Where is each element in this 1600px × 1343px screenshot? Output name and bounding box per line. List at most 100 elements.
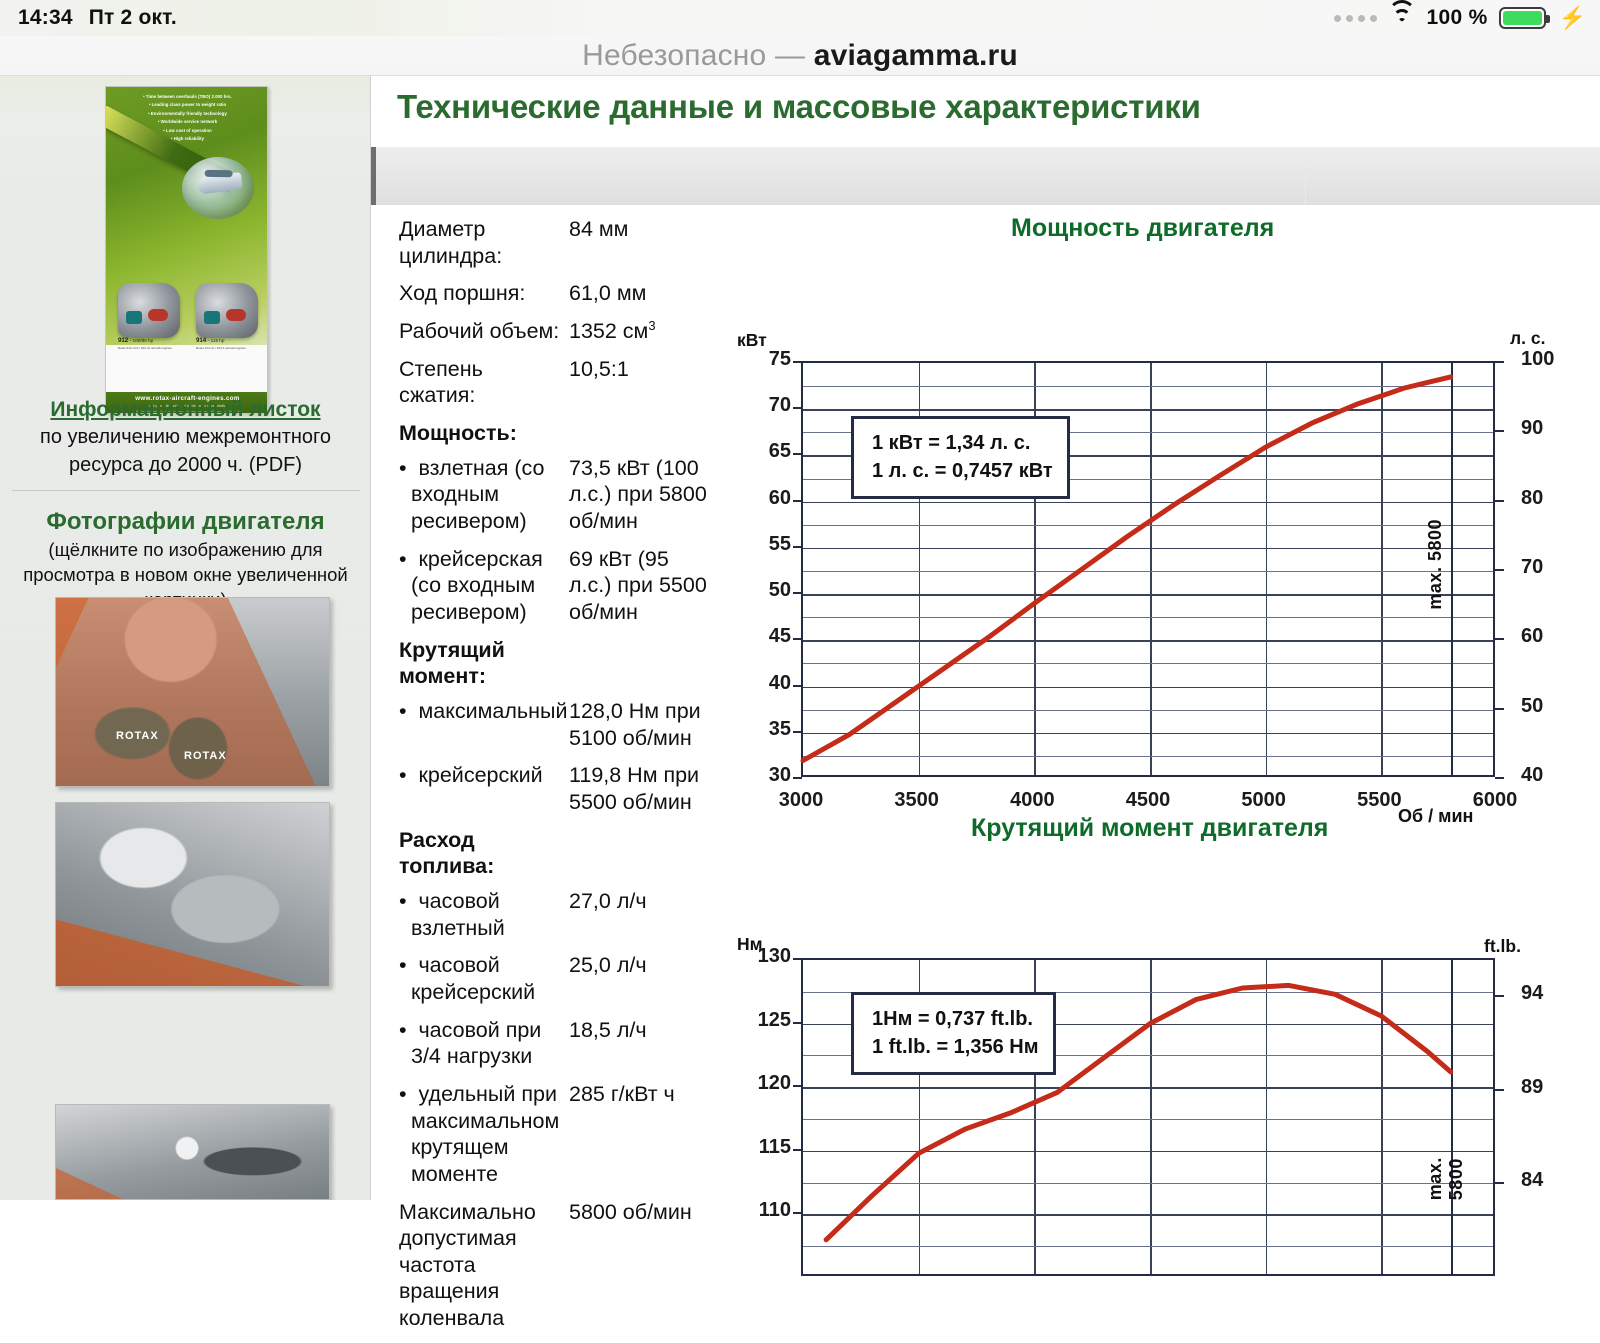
spec-value: 61,0 мм — [569, 281, 647, 306]
y2-axis-tick-label: 100 — [1521, 348, 1555, 370]
engine-model: 912 — [118, 337, 129, 344]
banner-bullet-list: • Time between overhauls (TBO) 2.000 hrs… — [106, 93, 267, 143]
page-title: Технические данные и массовые характерис… — [397, 88, 1201, 125]
status-bar-right: 100 % ⚡ — [1333, 0, 1600, 30]
engine-power: - 100/80 hp — [129, 338, 154, 343]
y2-axis-tick — [1495, 777, 1504, 779]
battery-percent-label: 100 % — [1426, 6, 1488, 29]
banner-bullet: • Time between overhauls (TBO) 2.000 hrs… — [143, 94, 232, 99]
browser-title-bar[interactable]: Небезопасно — aviagamma.ru — [0, 36, 1600, 76]
y2-axis-tick-label: 90 — [1521, 417, 1544, 440]
spec-row: Ход поршня: 61,0 мм — [399, 280, 709, 307]
gridline-horizontal — [803, 686, 1493, 689]
gridline-horizontal — [803, 1150, 1493, 1153]
gridline-horizontal — [803, 1119, 1493, 1120]
spec-key: Крутящий момент: — [399, 637, 505, 689]
x-axis-tick-label: 4000 — [1010, 789, 1055, 811]
gridline-vertical — [1034, 960, 1036, 1274]
spec-key: Максимально допустимая частота вращения … — [399, 1199, 536, 1331]
gridline-horizontal — [803, 1182, 1493, 1184]
sidebar-divider — [12, 490, 360, 491]
gridline-horizontal — [803, 1055, 1493, 1057]
spec-key: Рабочий объем: — [399, 318, 560, 343]
y-axis-tick-label: 130 — [757, 945, 791, 967]
spec-key: Диаметр цилиндра: — [399, 217, 503, 268]
photos-heading: Фотографии двигателя — [46, 508, 325, 535]
wifi-icon — [1387, 0, 1416, 29]
gridline-vertical — [1150, 960, 1152, 1274]
gridline-horizontal — [803, 501, 1493, 504]
page-url-title[interactable]: Небезопасно — aviagamma.ru — [582, 39, 1018, 73]
torque-chart-title: Крутящий момент двигателя — [971, 814, 1329, 842]
y2-axis-tick — [1495, 430, 1504, 433]
torque-y2-axis-unit: ft.lb. — [1484, 936, 1521, 956]
spec-value: 10,5:1 — [569, 356, 629, 381]
banner-bullet: • Worldwide service network — [157, 119, 218, 125]
y-axis-tick — [793, 592, 802, 595]
x-axis-tick-label: 4500 — [1125, 789, 1171, 811]
max-rpm-marker-line — [1450, 363, 1453, 775]
y-axis-tick-label: 125 — [757, 1008, 791, 1031]
y2-axis-tick-label: 70 — [1521, 556, 1544, 578]
pdf-link[interactable]: Информационный листок — [50, 398, 321, 421]
spec-row: взлетная (со входным ресивером) 73,5 кВт… — [399, 455, 709, 535]
y2-axis-tick-label: 50 — [1521, 694, 1544, 717]
y-axis-tick — [793, 638, 802, 641]
spec-row: часовой крейсерский 25,0 л/ч — [399, 952, 709, 1005]
section-heading-band — [371, 147, 1600, 205]
engine-photo-carburetors[interactable] — [55, 597, 330, 787]
spec-row: Максимально допустимая частота вращения … — [399, 1199, 709, 1332]
spec-key: удельный при максимальном крутящем момен… — [399, 1081, 569, 1188]
banner-engine-912-image — [118, 283, 180, 338]
y2-axis-tick-label: 89 — [1521, 1075, 1544, 1098]
y2-axis-tick — [1495, 995, 1504, 998]
y-axis-tick — [793, 1021, 802, 1024]
y-axis-tick-label: 45 — [768, 625, 791, 648]
y-axis-tick — [793, 1212, 802, 1215]
web-page: • Time between overhauls (TBO) 2.000 hrs… — [0, 76, 1600, 1330]
ios-status-bar: 14:34 Пт 2 окт. 100 % ⚡ — [0, 0, 1600, 36]
gridline-vertical — [1265, 363, 1268, 775]
spec-value: 119,8 Нм при 5500 об/мин — [569, 763, 700, 814]
spec-key: Расход топлива: — [399, 827, 495, 879]
banner-engine-914-label: 914 - 115 hp Rotax 914 UL / 914 F aircra… — [196, 337, 246, 350]
max-rpm-marker-line — [1450, 960, 1453, 1274]
data-series-line — [823, 982, 1454, 1243]
y2-axis-tick — [1495, 638, 1504, 641]
gridline-vertical — [1150, 363, 1152, 775]
banner-bullet: • High reliability — [170, 135, 205, 141]
engine-photo-intake[interactable] — [55, 802, 330, 987]
y-axis-tick — [793, 1148, 802, 1151]
power-chart-title: Мощность двигателя — [1011, 214, 1275, 242]
torque-max-rpm-label: max. 5800 — [1424, 1156, 1466, 1200]
y-axis-tick-label: 40 — [768, 671, 791, 694]
spec-row: Степень сжатия: 10,5:1 — [399, 356, 709, 409]
spec-row: часовой при 3/4 нагрузки 18,5 л/ч — [399, 1017, 709, 1070]
clock-date: Пт 2 окт. — [88, 6, 177, 29]
y2-axis-tick — [1495, 1182, 1504, 1185]
rotax-banner-image[interactable]: • Time between overhauls (TBO) 2.000 hrs… — [105, 86, 268, 414]
pdf-link-block[interactable]: Информационный листок по увеличению межр… — [0, 398, 370, 479]
gridline-horizontal — [803, 732, 1493, 735]
engine-photo-gearbox[interactable] — [55, 1104, 330, 1200]
battery-icon — [1498, 7, 1550, 29]
spec-value: 128,0 Нм при 5100 об/мин — [569, 699, 701, 750]
x-axis-tick-label: 3000 — [778, 789, 824, 811]
y2-axis-tick-label: 84 — [1521, 1169, 1544, 1192]
y-axis-tick-label: 75 — [768, 348, 791, 370]
y-axis-tick — [793, 730, 802, 733]
annotation-line: 1 ft.lb. = 1,356 Нм — [872, 1036, 1039, 1058]
y-axis-tick — [793, 545, 802, 548]
spec-group-heading: Мощность: — [399, 420, 709, 447]
spec-group-heading: Крутящий момент: — [399, 637, 709, 690]
spec-value: 5800 об/мин — [569, 1199, 692, 1224]
gridline-horizontal — [803, 386, 1493, 388]
x-axis-tick-label: 5500 — [1357, 789, 1402, 811]
torque-y-axis-unit: Нм — [737, 934, 763, 954]
y-axis-tick-label: 110 — [758, 1199, 791, 1222]
spec-value: 69 кВт (95 л.с.) при 5500 об/мин — [569, 546, 707, 625]
power-chart-annotation: 1 кВт = 1,34 л. с. 1 л. с. = 0,7457 кВт — [851, 416, 1070, 499]
power-max-rpm-label: max. 5800 — [1424, 519, 1445, 610]
spec-value: 73,5 кВт (100 л.с.) при 5800 об/мин — [569, 455, 707, 534]
engine-sub: Rotax 912 ULS / 912 UL aircraft engines — [118, 345, 172, 350]
